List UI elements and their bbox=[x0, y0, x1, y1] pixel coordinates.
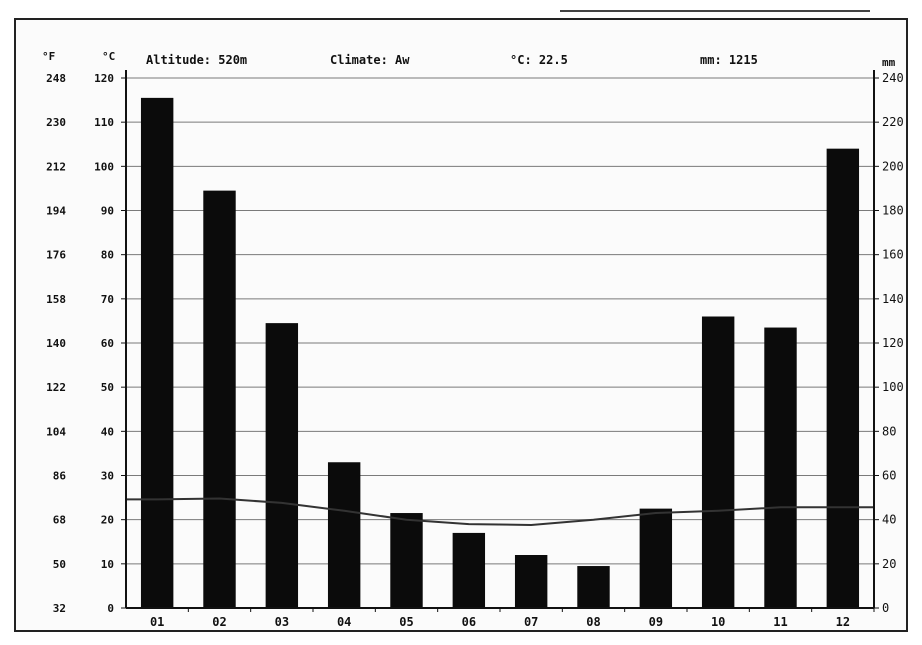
month-label-11: 11 bbox=[773, 615, 787, 629]
precip-bar-02 bbox=[203, 190, 236, 608]
fahrenheit-tick-label: 158 bbox=[46, 293, 66, 306]
mm-tick-label: 220 bbox=[882, 115, 904, 129]
climate-chart: 0 32 10 50 20 68 30 86 40 104 50 122 60 140 70 158 80 176… bbox=[42, 50, 904, 629]
precip-bar-09 bbox=[639, 508, 673, 608]
mm-tick-label: 80 bbox=[882, 424, 896, 438]
fahrenheit-tick-label: 86 bbox=[53, 470, 67, 483]
celsius-tick-label: 70 bbox=[101, 293, 114, 306]
mm-tick-label: 40 bbox=[882, 513, 896, 527]
month-label-02: 02 bbox=[212, 615, 226, 629]
fahrenheit-tick-label: 230 bbox=[46, 116, 66, 129]
fahrenheit-tick-label: 68 bbox=[53, 514, 66, 527]
unit-fahrenheit: °F bbox=[42, 50, 55, 63]
precip-bar-12 bbox=[826, 148, 860, 608]
mm-tick-label: 160 bbox=[882, 248, 904, 262]
precip-bar-01 bbox=[140, 97, 174, 608]
celsius-tick-label: 20 bbox=[101, 514, 114, 527]
precip-bar-05 bbox=[390, 513, 423, 608]
month-label-05: 05 bbox=[399, 615, 413, 629]
top-caption-fragment bbox=[0, 0, 922, 16]
celsius-tick-label: 10 bbox=[101, 558, 114, 571]
precip-bar-10 bbox=[701, 316, 735, 608]
header-climate: Climate: Aw bbox=[330, 53, 410, 67]
climate-chart-frame: 0 32 10 50 20 68 30 86 40 104 50 122 60 140 70 158 80 176… bbox=[14, 18, 908, 632]
fahrenheit-tick-label: 32 bbox=[53, 602, 66, 615]
month-label-06: 06 bbox=[462, 615, 476, 629]
fahrenheit-tick-label: 248 bbox=[46, 72, 66, 85]
celsius-tick-label: 0 bbox=[107, 602, 114, 615]
celsius-tick-label: 90 bbox=[101, 205, 114, 218]
month-label-03: 03 bbox=[275, 615, 289, 629]
fahrenheit-tick-label: 50 bbox=[53, 558, 66, 571]
mm-tick-label: 180 bbox=[882, 204, 904, 218]
celsius-tick-label: 80 bbox=[101, 249, 114, 262]
header-altitude: Altitude: 520m bbox=[146, 53, 247, 67]
celsius-tick-label: 50 bbox=[101, 381, 114, 394]
celsius-tick-label: 30 bbox=[101, 470, 114, 483]
fahrenheit-tick-label: 212 bbox=[46, 160, 66, 173]
fahrenheit-tick-label: 194 bbox=[46, 205, 66, 218]
unit-mm: mm bbox=[882, 56, 896, 69]
temperature-line bbox=[126, 497, 874, 527]
month-label-10: 10 bbox=[711, 615, 725, 629]
precip-bar-04 bbox=[327, 462, 361, 608]
celsius-tick-label: 120 bbox=[94, 72, 114, 85]
month-label-09: 09 bbox=[649, 615, 663, 629]
fahrenheit-tick-label: 176 bbox=[46, 249, 66, 262]
unit-celsius: °C bbox=[102, 50, 115, 63]
mm-tick-label: 20 bbox=[882, 557, 896, 571]
header-temp-mean: °C: 22.5 bbox=[510, 53, 568, 67]
mm-tick-label: 240 bbox=[882, 71, 904, 85]
mm-tick-label: 200 bbox=[882, 159, 904, 173]
fahrenheit-tick-label: 104 bbox=[46, 425, 66, 438]
month-label-08: 08 bbox=[586, 615, 600, 629]
celsius-tick-label: 60 bbox=[101, 337, 114, 350]
month-label-07: 07 bbox=[524, 615, 538, 629]
celsius-tick-label: 100 bbox=[94, 160, 114, 173]
celsius-tick-label: 40 bbox=[101, 425, 114, 438]
precip-bar-03 bbox=[265, 323, 299, 608]
fahrenheit-tick-label: 122 bbox=[46, 381, 66, 394]
fahrenheit-tick-label: 140 bbox=[46, 337, 66, 350]
mm-tick-label: 0 bbox=[882, 601, 889, 615]
mm-tick-label: 60 bbox=[882, 469, 896, 483]
mm-tick-label: 120 bbox=[882, 336, 904, 350]
month-label-01: 01 bbox=[150, 615, 164, 629]
precip-bar-08 bbox=[577, 566, 610, 608]
month-label-04: 04 bbox=[337, 615, 351, 629]
precip-bar-11 bbox=[764, 327, 797, 608]
precip-bar-06 bbox=[452, 532, 486, 608]
mm-tick-label: 140 bbox=[882, 292, 904, 306]
month-label-12: 12 bbox=[836, 615, 850, 629]
header-precip-total: mm: 1215 bbox=[700, 53, 758, 67]
caption-underline bbox=[560, 10, 870, 12]
precip-bar-07 bbox=[514, 555, 548, 608]
mm-tick-label: 100 bbox=[882, 380, 904, 394]
celsius-tick-label: 110 bbox=[94, 116, 114, 129]
